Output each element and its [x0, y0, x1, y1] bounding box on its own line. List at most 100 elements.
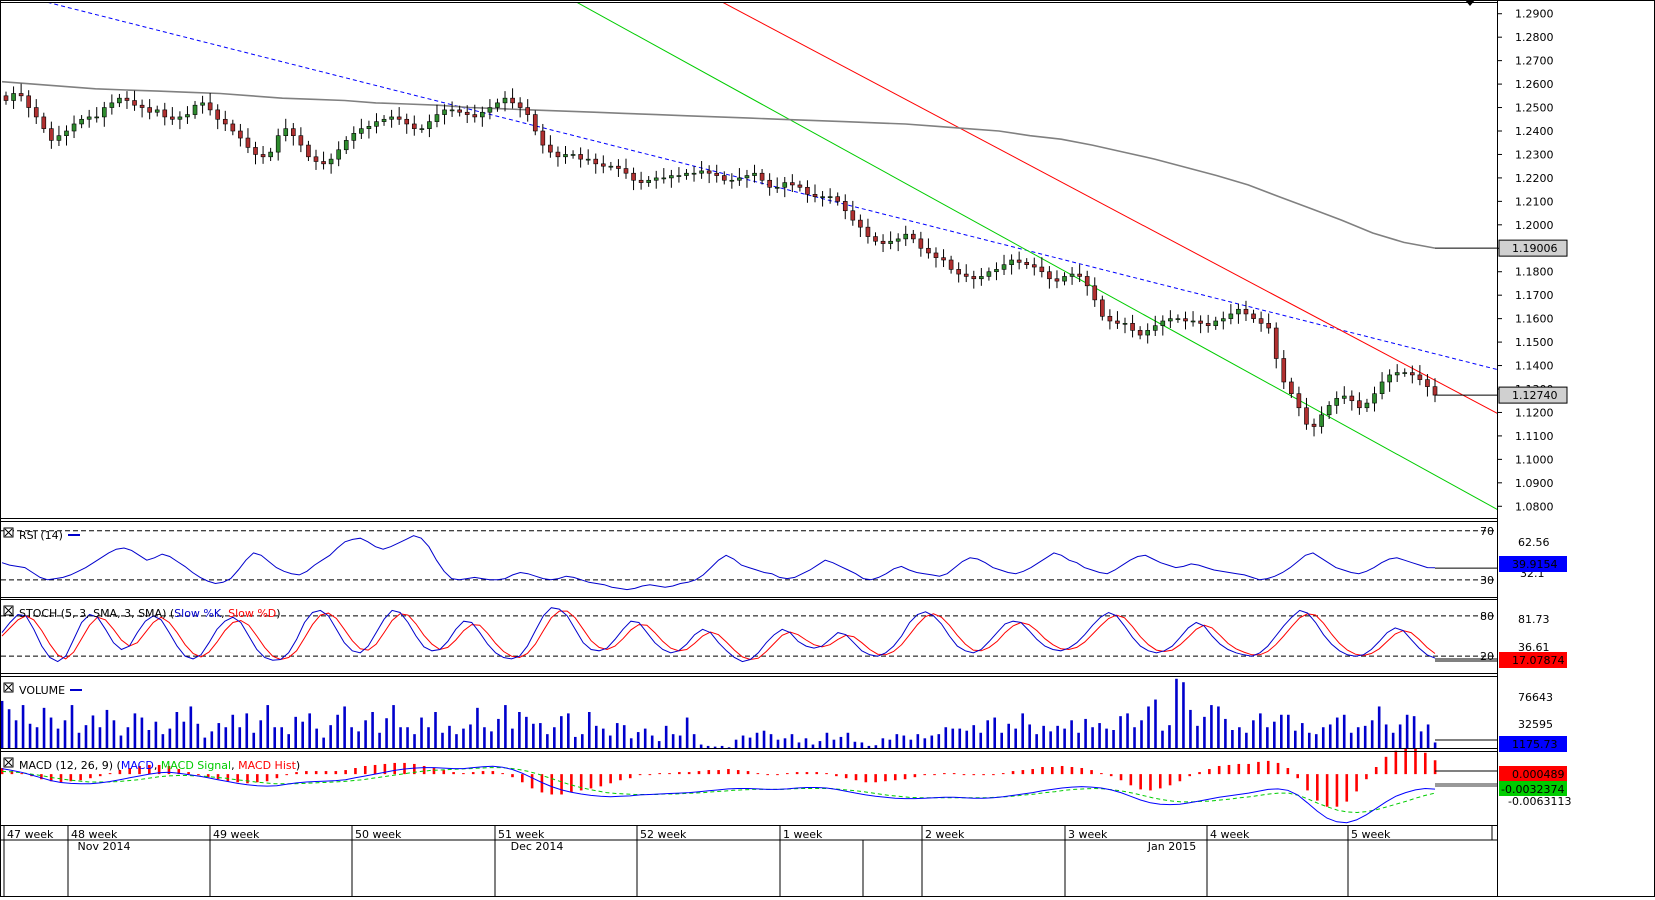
- volume-bar: [49, 717, 53, 748]
- candle-up: [888, 240, 893, 244]
- volume-bar: [888, 739, 892, 748]
- candle-up: [699, 170, 704, 174]
- volume-bar: [902, 735, 906, 748]
- volume-bar: [1259, 713, 1262, 748]
- candle-up: [56, 135, 62, 141]
- price-tick-label: 1.1200: [1515, 406, 1554, 419]
- volume-bar: [671, 734, 675, 748]
- volume-value-box: [1499, 736, 1567, 752]
- macd-hist-bar: [628, 774, 632, 779]
- rsi-title-group: [3, 527, 14, 538]
- candle-up: [1213, 320, 1219, 326]
- macd-hist-bar: [255, 774, 259, 783]
- macd-signal-line: [1, 767, 1436, 814]
- candle-down: [578, 154, 583, 160]
- candle-up: [1387, 374, 1392, 383]
- candle-down: [1243, 308, 1249, 315]
- volume-bar: [769, 734, 773, 748]
- volume-bar: [217, 723, 221, 748]
- candle-down: [26, 95, 31, 108]
- volume-bar: [1112, 730, 1115, 748]
- volume-bar: [210, 731, 214, 748]
- macd-hist-bar: [1374, 767, 1378, 775]
- candle-down: [1183, 318, 1188, 322]
- macd-hist-bar: [795, 772, 799, 775]
- macd-hist-bar: [1149, 774, 1152, 791]
- volume-bar: [231, 714, 235, 748]
- candle-down: [1349, 395, 1355, 402]
- candle-up: [154, 109, 160, 113]
- volume-bar: [594, 725, 598, 748]
- candle-down: [1100, 299, 1105, 317]
- sma-label-box: [1498, 239, 1568, 257]
- macd-hist-bar: [903, 774, 907, 780]
- volume-bar: [874, 745, 878, 748]
- volume-bar: [455, 734, 458, 748]
- candle-up: [1220, 318, 1226, 322]
- macd-hist-bar: [1217, 765, 1221, 775]
- volume-bar: [622, 725, 626, 748]
- pane-close-x-icon: [4, 758, 13, 767]
- volume-bar: [385, 718, 388, 748]
- macd-hist-bar: [305, 771, 308, 775]
- volume-bar: [629, 738, 633, 748]
- macd-hist-bar: [471, 772, 475, 775]
- candle-up: [1394, 372, 1400, 376]
- macd-hist-bar: [1208, 769, 1211, 775]
- pane-close-x-icon: [4, 683, 13, 692]
- macd-hist-bar: [167, 765, 171, 775]
- candle-down: [616, 165, 621, 169]
- volume-bar: [245, 713, 249, 748]
- candle-down: [858, 219, 863, 228]
- volume-bar: [1377, 706, 1381, 748]
- macd-hist-bar: [1296, 774, 1299, 779]
- macd-hist-bar: [746, 771, 750, 775]
- stoch-legend-d: Slow %D: [228, 607, 276, 620]
- volume-bar: [1126, 713, 1129, 748]
- volume-value-label: 1175.73: [1512, 738, 1558, 751]
- volume-bar: [378, 732, 381, 748]
- macd-hist-bar: [874, 774, 877, 783]
- macd-hist-bar: [766, 774, 769, 776]
- volume-bar: [678, 735, 682, 748]
- candle-down: [1417, 374, 1423, 380]
- candle-up: [1364, 402, 1370, 409]
- volume-bar: [1133, 727, 1136, 748]
- volume-bar: [1182, 682, 1185, 748]
- macd-hist-bar: [1237, 763, 1241, 775]
- volume-bar: [1321, 727, 1325, 748]
- candle-down: [404, 118, 410, 125]
- candle-down: [956, 269, 961, 275]
- volume-bar: [881, 738, 885, 748]
- volume-bar: [916, 734, 920, 748]
- candle-up: [11, 93, 16, 101]
- candle-down: [1084, 276, 1090, 287]
- macd-hist-bar: [344, 770, 347, 775]
- volume-bar: [713, 746, 717, 748]
- macd-hist-bar: [687, 772, 691, 775]
- month-label: Nov 2014: [78, 840, 131, 853]
- week-label: 50 week: [355, 828, 402, 841]
- volume-bar: [343, 706, 346, 748]
- rsi-level-label: 70: [1480, 525, 1494, 538]
- candle-up: [752, 172, 757, 176]
- candle-up: [1402, 372, 1408, 374]
- volume-bar: [126, 727, 130, 748]
- volume-bar: [70, 705, 74, 748]
- rsi-value-label: 39.9154: [1512, 558, 1558, 571]
- volume-bar: [1419, 731, 1423, 748]
- volume-bar: [1000, 732, 1004, 748]
- candle-up: [563, 154, 568, 158]
- macd-value-label: 0.000489: [1512, 768, 1565, 781]
- candle-down: [147, 107, 152, 113]
- candle-down: [1130, 323, 1135, 331]
- volume-bar: [1147, 706, 1150, 748]
- candle-up: [336, 149, 341, 160]
- volume-bar: [1287, 714, 1290, 748]
- candle-down: [593, 158, 599, 165]
- rsi-title: RSI (14): [19, 529, 63, 542]
- volume-bar: [1056, 725, 1059, 748]
- week-label: 49 week: [213, 828, 260, 841]
- volume-bar: [28, 723, 32, 748]
